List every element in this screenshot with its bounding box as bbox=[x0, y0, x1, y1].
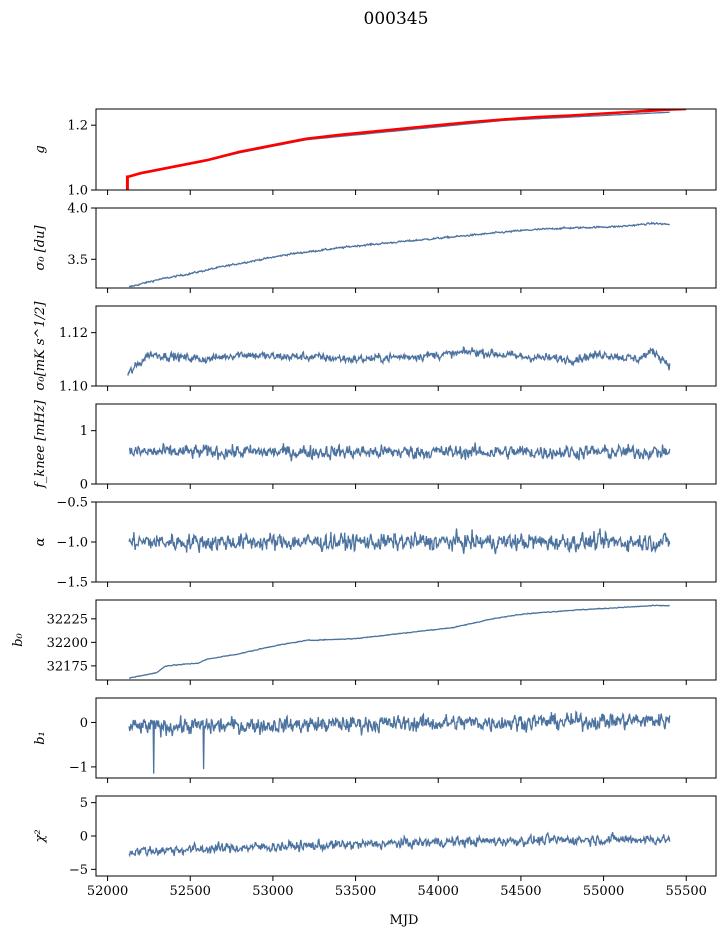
y-tick-label: 0 bbox=[80, 716, 88, 731]
chart-title: 000345 bbox=[364, 9, 429, 29]
y-axis-label: σ₀ [du] bbox=[33, 225, 48, 271]
y-tick-label: −1.5 bbox=[56, 576, 88, 591]
y-tick-label: 1.12 bbox=[59, 326, 88, 341]
y-tick-label: −1.0 bbox=[56, 536, 88, 551]
y-tick-label: 1.10 bbox=[59, 380, 88, 395]
panel-chi2: 52000 52500 53000 53500 54000 54500 55000 55500… bbox=[33, 795, 717, 899]
x-tick-label: 53000 bbox=[252, 884, 293, 899]
panel-b0: 32175 32200 32225 b₀ bbox=[11, 599, 717, 685]
x-tick-label: 55500 bbox=[666, 884, 707, 899]
panel-alpha: −1.5 −1.0 −0.5 α bbox=[33, 496, 717, 591]
y-axis-label: f_knee [mHz] bbox=[33, 399, 48, 489]
x-tick-label: 52500 bbox=[170, 884, 211, 899]
series-line-g bbox=[127, 111, 670, 178]
panel-sigma0-du: 3.5 4.0 σ₀ [du] bbox=[33, 202, 717, 293]
x-tick-label: 55000 bbox=[583, 884, 624, 899]
y-axis-label: σ₀[mK s^1/2] bbox=[33, 301, 48, 391]
y-axis-label: g bbox=[33, 145, 48, 153]
series-line-chi2 bbox=[128, 831, 671, 858]
panel-frame bbox=[95, 305, 717, 387]
series-line-alpha bbox=[128, 528, 671, 555]
x-tick-label: 54500 bbox=[500, 884, 541, 899]
panel-sigma0-mk: 1.10 1.12 σ₀[mK s^1/2] bbox=[33, 301, 717, 395]
y-axis-label: χ² bbox=[33, 829, 48, 843]
series-line-fknee bbox=[128, 442, 671, 462]
panels: 1.0 1.2 g 3.5 4.0 σ₀ [du] 1.10 1.12 σ₀[mK s^1/2]… bbox=[11, 108, 717, 899]
y-tick-label: 32225 bbox=[47, 612, 88, 627]
y-tick-label: 1.0 bbox=[67, 184, 88, 199]
panel-frame bbox=[95, 207, 717, 289]
panel-b1: −1 0 b₁ bbox=[33, 697, 717, 783]
x-tick-label: 54000 bbox=[418, 884, 459, 899]
x-tick-label: 53500 bbox=[335, 884, 376, 899]
y-tick-label: 1.2 bbox=[67, 119, 88, 134]
y-tick-label: 0 bbox=[80, 478, 88, 493]
panel-frame bbox=[95, 403, 717, 485]
y-tick-label: 3.5 bbox=[67, 253, 88, 268]
panel-frame bbox=[95, 599, 717, 681]
panel-frame bbox=[95, 697, 717, 779]
y-tick-label: 0 bbox=[80, 830, 88, 845]
y-tick-label: 1 bbox=[80, 424, 88, 439]
panel-frame bbox=[95, 795, 717, 877]
y-axis-label: b₀ bbox=[11, 632, 26, 646]
series-line-sigma0-du bbox=[128, 221, 670, 288]
series-line-sigma0-mk bbox=[126, 346, 671, 377]
x-tick-label: 52000 bbox=[87, 884, 128, 899]
series-line-b0 bbox=[128, 604, 670, 679]
y-tick-label: 5 bbox=[80, 796, 88, 811]
y-axis-label: b₁ bbox=[33, 731, 48, 745]
y-tick-label: −0.5 bbox=[56, 496, 88, 511]
series-line-b1 bbox=[128, 710, 671, 774]
x-axis-label: MJD bbox=[390, 913, 419, 928]
panel-fknee: 0 1 f_knee [mHz] bbox=[33, 399, 717, 493]
y-tick-label: 32175 bbox=[47, 659, 88, 674]
y-tick-label: −1 bbox=[69, 760, 88, 775]
panel-g: 1.0 1.2 g bbox=[33, 108, 717, 199]
y-tick-label: 4.0 bbox=[67, 202, 88, 217]
y-tick-label: 32200 bbox=[47, 636, 88, 651]
y-tick-label: −5 bbox=[69, 863, 88, 878]
overlay-line-g bbox=[127, 109, 687, 179]
y-axis-label: α bbox=[33, 537, 48, 546]
panel-frame bbox=[95, 108, 717, 191]
